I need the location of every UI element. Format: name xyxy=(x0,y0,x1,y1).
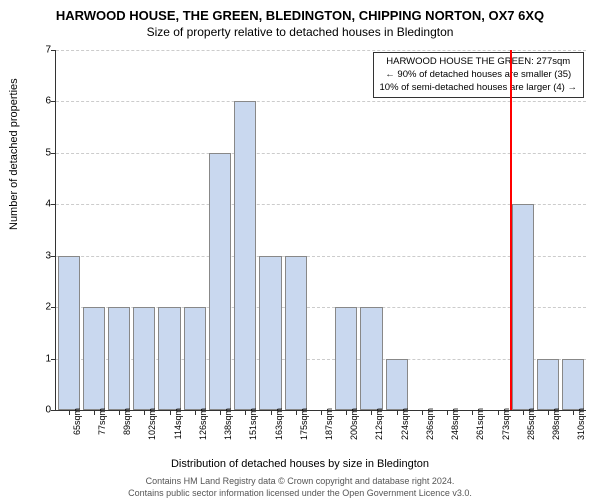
histogram-bar xyxy=(234,101,256,410)
histogram-bar xyxy=(158,307,180,410)
histogram-bar xyxy=(562,359,584,410)
xtick-label: 212sqm xyxy=(374,408,384,448)
chart-legend: HARWOOD HOUSE THE GREEN: 277sqm ← 90% of… xyxy=(373,52,585,98)
gridline xyxy=(56,101,586,102)
xtick-mark xyxy=(371,410,372,415)
xtick-label: 151sqm xyxy=(248,408,258,448)
xtick-mark xyxy=(271,410,272,415)
credit-line-1: Contains HM Land Registry data © Crown c… xyxy=(0,476,600,486)
ytick-label: 4 xyxy=(36,199,51,210)
xtick-label: 102sqm xyxy=(147,408,157,448)
histogram-bar xyxy=(512,204,534,410)
histogram-bar xyxy=(360,307,382,410)
x-axis-label: Distribution of detached houses by size … xyxy=(0,458,600,470)
xtick-mark xyxy=(397,410,398,415)
xtick-mark xyxy=(346,410,347,415)
xtick-mark xyxy=(296,410,297,415)
ytick-label: 7 xyxy=(36,45,51,56)
y-axis-label: Number of detached properties xyxy=(8,78,20,230)
xtick-mark xyxy=(573,410,574,415)
xtick-label: 285sqm xyxy=(526,408,536,448)
plot-area: HARWOOD HOUSE THE GREEN: 277sqm ← 90% of… xyxy=(55,50,586,411)
histogram-bar xyxy=(184,307,206,410)
histogram-bar xyxy=(133,307,155,410)
xtick-label: 65sqm xyxy=(72,408,82,448)
xtick-mark xyxy=(447,410,448,415)
xtick-label: 261sqm xyxy=(475,408,485,448)
histogram-bar xyxy=(83,307,105,410)
histogram-bar xyxy=(209,153,231,410)
ytick-label: 3 xyxy=(36,250,51,261)
xtick-label: 187sqm xyxy=(324,408,334,448)
ytick-mark xyxy=(51,256,56,257)
ytick-mark xyxy=(51,50,56,51)
ytick-label: 5 xyxy=(36,147,51,158)
ytick-mark xyxy=(51,153,56,154)
xtick-mark xyxy=(220,410,221,415)
chart-title-main: HARWOOD HOUSE, THE GREEN, BLEDINGTON, CH… xyxy=(0,0,600,23)
xtick-mark xyxy=(119,410,120,415)
histogram-bar xyxy=(259,256,281,410)
xtick-label: 298sqm xyxy=(551,408,561,448)
legend-line-3: 10% of semi-detached houses are larger (… xyxy=(380,82,578,95)
xtick-mark xyxy=(69,410,70,415)
histogram-bar xyxy=(537,359,559,410)
gridline xyxy=(56,153,586,154)
ytick-mark xyxy=(51,204,56,205)
histogram-bar xyxy=(285,256,307,410)
ytick-label: 6 xyxy=(36,96,51,107)
xtick-mark xyxy=(422,410,423,415)
xtick-mark xyxy=(144,410,145,415)
gridline xyxy=(56,204,586,205)
xtick-mark xyxy=(170,410,171,415)
xtick-label: 163sqm xyxy=(274,408,284,448)
xtick-mark xyxy=(94,410,95,415)
ytick-mark xyxy=(51,410,56,411)
histogram-bar xyxy=(58,256,80,410)
xtick-label: 224sqm xyxy=(400,408,410,448)
xtick-mark xyxy=(523,410,524,415)
histogram-bar xyxy=(108,307,130,410)
xtick-label: 236sqm xyxy=(425,408,435,448)
ytick-label: 0 xyxy=(36,405,51,416)
xtick-mark xyxy=(321,410,322,415)
legend-line-1: HARWOOD HOUSE THE GREEN: 277sqm xyxy=(380,56,578,69)
xtick-label: 114sqm xyxy=(173,408,183,448)
xtick-label: 200sqm xyxy=(349,408,359,448)
histogram-bar xyxy=(386,359,408,410)
xtick-label: 126sqm xyxy=(198,408,208,448)
ytick-mark xyxy=(51,101,56,102)
property-marker-line xyxy=(510,50,512,410)
xtick-label: 273sqm xyxy=(501,408,511,448)
ytick-label: 2 xyxy=(36,302,51,313)
xtick-mark xyxy=(498,410,499,415)
histogram-bar xyxy=(335,307,357,410)
xtick-mark xyxy=(245,410,246,415)
gridline xyxy=(56,50,586,51)
legend-line-2: ← 90% of detached houses are smaller (35… xyxy=(380,69,578,82)
xtick-label: 310sqm xyxy=(576,408,586,448)
chart-container: HARWOOD HOUSE, THE GREEN, BLEDINGTON, CH… xyxy=(0,0,600,500)
xtick-label: 248sqm xyxy=(450,408,460,448)
gridline xyxy=(56,256,586,257)
ytick-label: 1 xyxy=(36,353,51,364)
credit-line-2: Contains public sector information licen… xyxy=(0,488,600,498)
xtick-mark xyxy=(195,410,196,415)
ytick-mark xyxy=(51,359,56,360)
xtick-label: 77sqm xyxy=(97,408,107,448)
chart-title-sub: Size of property relative to detached ho… xyxy=(0,23,600,39)
xtick-label: 89sqm xyxy=(122,408,132,448)
xtick-mark xyxy=(548,410,549,415)
xtick-label: 138sqm xyxy=(223,408,233,448)
ytick-mark xyxy=(51,307,56,308)
xtick-label: 175sqm xyxy=(299,408,309,448)
xtick-mark xyxy=(472,410,473,415)
